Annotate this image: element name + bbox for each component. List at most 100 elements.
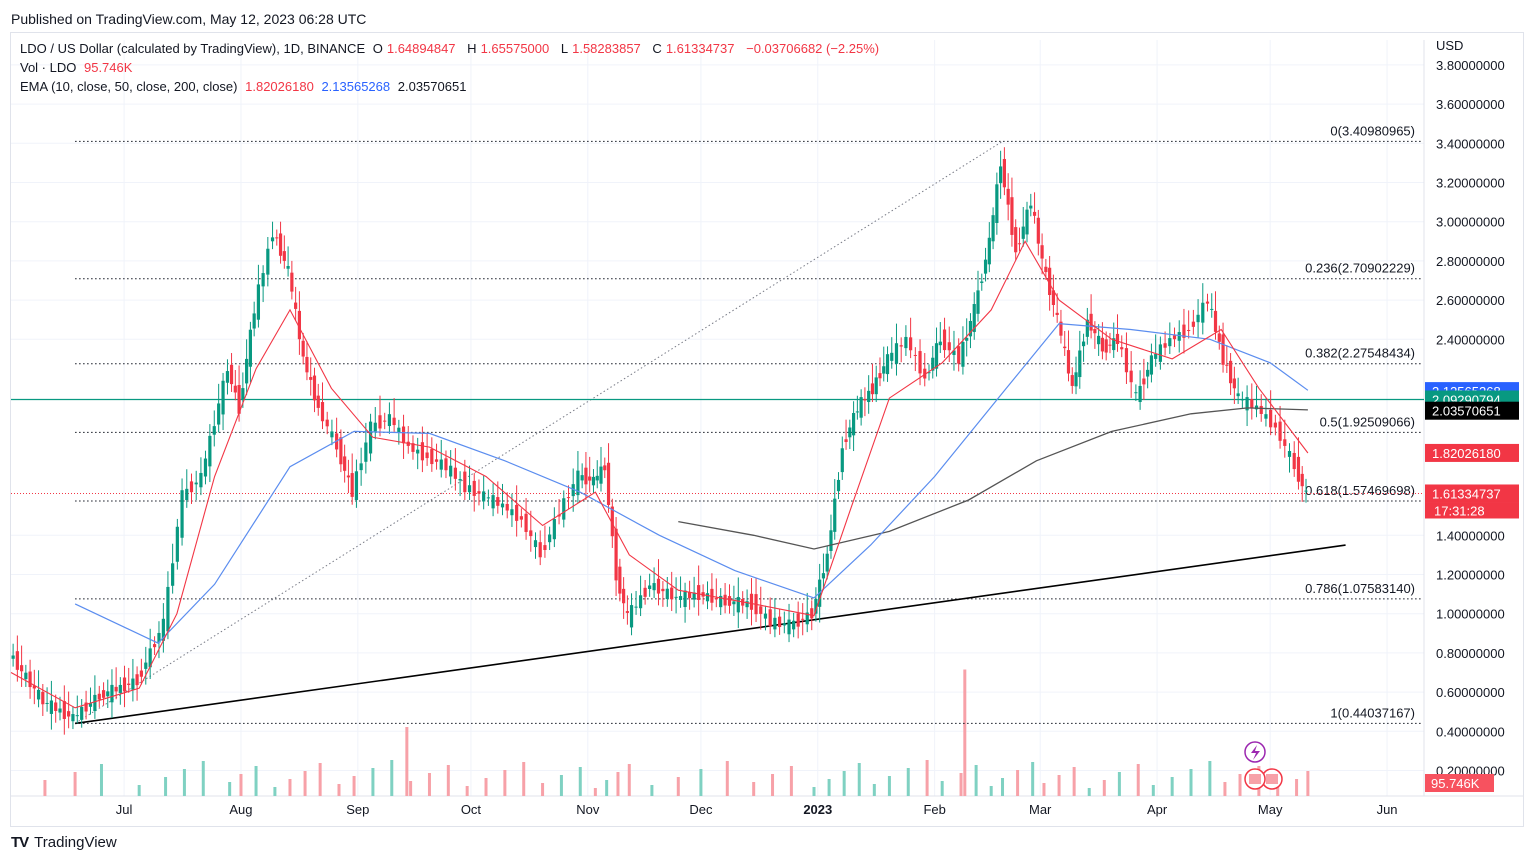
- volume-bar: [699, 769, 703, 796]
- fib-level-label: 0.236(2.70902229): [1305, 261, 1415, 276]
- candle-body: [1120, 347, 1124, 350]
- chart-frame[interactable]: [10, 32, 1524, 827]
- y-tick-label: 3.40000000: [1436, 136, 1505, 151]
- candle-body: [1300, 473, 1304, 487]
- candle-body: [1158, 344, 1162, 362]
- candle-body: [1112, 338, 1116, 351]
- volume-badge: [1425, 774, 1494, 792]
- fib-level-label: 1(0.44037167): [1330, 705, 1415, 720]
- candle-body: [670, 587, 674, 600]
- candle-body: [863, 399, 867, 401]
- candle-body: [991, 215, 995, 242]
- candle-body: [241, 388, 245, 401]
- volume-bar: [522, 762, 526, 796]
- candle-body: [957, 346, 961, 364]
- footer-brand[interactable]: TV TradingView: [11, 834, 117, 851]
- volume-bar: [371, 768, 375, 796]
- candle-body: [297, 310, 302, 340]
- volume-bar: [99, 764, 103, 796]
- volume-bar: [390, 760, 394, 796]
- candle-body: [904, 336, 908, 349]
- candle-body: [148, 648, 152, 668]
- volume-bar: [303, 771, 307, 796]
- candle-body: [1010, 197, 1014, 235]
- candle-body: [678, 596, 683, 600]
- volume-bar: [925, 760, 929, 796]
- candle-body: [859, 397, 863, 418]
- candle-body: [580, 475, 584, 481]
- legend-low: L 1.58283857: [560, 41, 641, 56]
- us-flag-stripes-icon: [1249, 774, 1261, 784]
- volume-bar: [989, 786, 993, 796]
- candle-body: [93, 694, 97, 712]
- candle-body: [1014, 227, 1018, 253]
- candle-body: [472, 480, 476, 496]
- legend-ema50-value: 2.13565268: [321, 79, 391, 94]
- candle-body: [453, 467, 457, 479]
- volume-bar: [254, 766, 258, 796]
- candle-body: [416, 449, 420, 454]
- fib-level-label: 0.618(1.57469698): [1305, 483, 1415, 498]
- candle-body: [894, 343, 899, 364]
- candle-body: [995, 184, 999, 224]
- volume-bar: [239, 774, 243, 796]
- candle-body: [20, 665, 24, 672]
- candle-body: [692, 592, 696, 600]
- candle-body: [810, 608, 814, 619]
- candle-body: [261, 273, 265, 287]
- x-tick-label: Feb: [923, 802, 945, 817]
- volume-bar: [1170, 777, 1174, 796]
- y-tick-label: 3.80000000: [1436, 58, 1505, 73]
- candle-body: [166, 586, 170, 632]
- candle-body: [135, 674, 139, 686]
- candle-body: [591, 476, 596, 486]
- legend-volume-row: Vol · LDO 95.746K: [20, 60, 136, 75]
- x-tick-label: Jun: [1377, 802, 1398, 817]
- candle-body: [1205, 301, 1210, 304]
- volume-bar: [578, 767, 582, 796]
- legend-ohlc-row: LDO / US Dollar (calculated by TradingVi…: [20, 41, 883, 56]
- candle-body: [1070, 375, 1074, 386]
- candle-body: [980, 281, 984, 283]
- candle-body: [618, 566, 622, 594]
- candle-body: [603, 465, 607, 471]
- candle-body: [325, 419, 329, 427]
- candle-body: [548, 534, 552, 543]
- candle-body: [638, 595, 643, 609]
- candle-body: [552, 519, 556, 540]
- candle-body: [208, 435, 212, 467]
- candle-body: [814, 599, 818, 614]
- candle-body: [576, 470, 580, 496]
- candle-body: [529, 530, 533, 537]
- candle-body: [934, 343, 939, 369]
- candle-body: [697, 585, 701, 600]
- price-badge: [1425, 484, 1519, 503]
- fib-level-label: 0.5(1.92509066): [1320, 414, 1415, 429]
- candle-body: [114, 686, 118, 692]
- candle-body: [727, 596, 732, 606]
- candle-body: [1228, 360, 1233, 384]
- candle-body: [339, 437, 343, 465]
- candle-body: [566, 497, 571, 499]
- candle-body: [745, 601, 749, 608]
- candle-body: [41, 691, 45, 705]
- candle-body: [952, 350, 956, 355]
- candle-body: [571, 484, 575, 497]
- candle-body: [1032, 211, 1037, 216]
- fib-level-label: 0(3.40980965): [1330, 123, 1415, 138]
- candle-body: [778, 616, 782, 628]
- volume-bar: [484, 778, 488, 796]
- candle-body: [278, 233, 283, 256]
- candle-body: [1177, 332, 1181, 341]
- candle-body: [1048, 267, 1052, 296]
- candle-body: [180, 490, 184, 538]
- candle-body: [301, 340, 305, 357]
- candle-body: [1283, 439, 1287, 446]
- volume-bar: [503, 770, 507, 796]
- candle-body: [312, 375, 317, 401]
- legend-symbol: LDO / US Dollar (calculated by TradingVi…: [20, 41, 366, 56]
- candle-body: [11, 655, 15, 659]
- candle-body: [1063, 346, 1067, 349]
- candle-body: [175, 526, 179, 562]
